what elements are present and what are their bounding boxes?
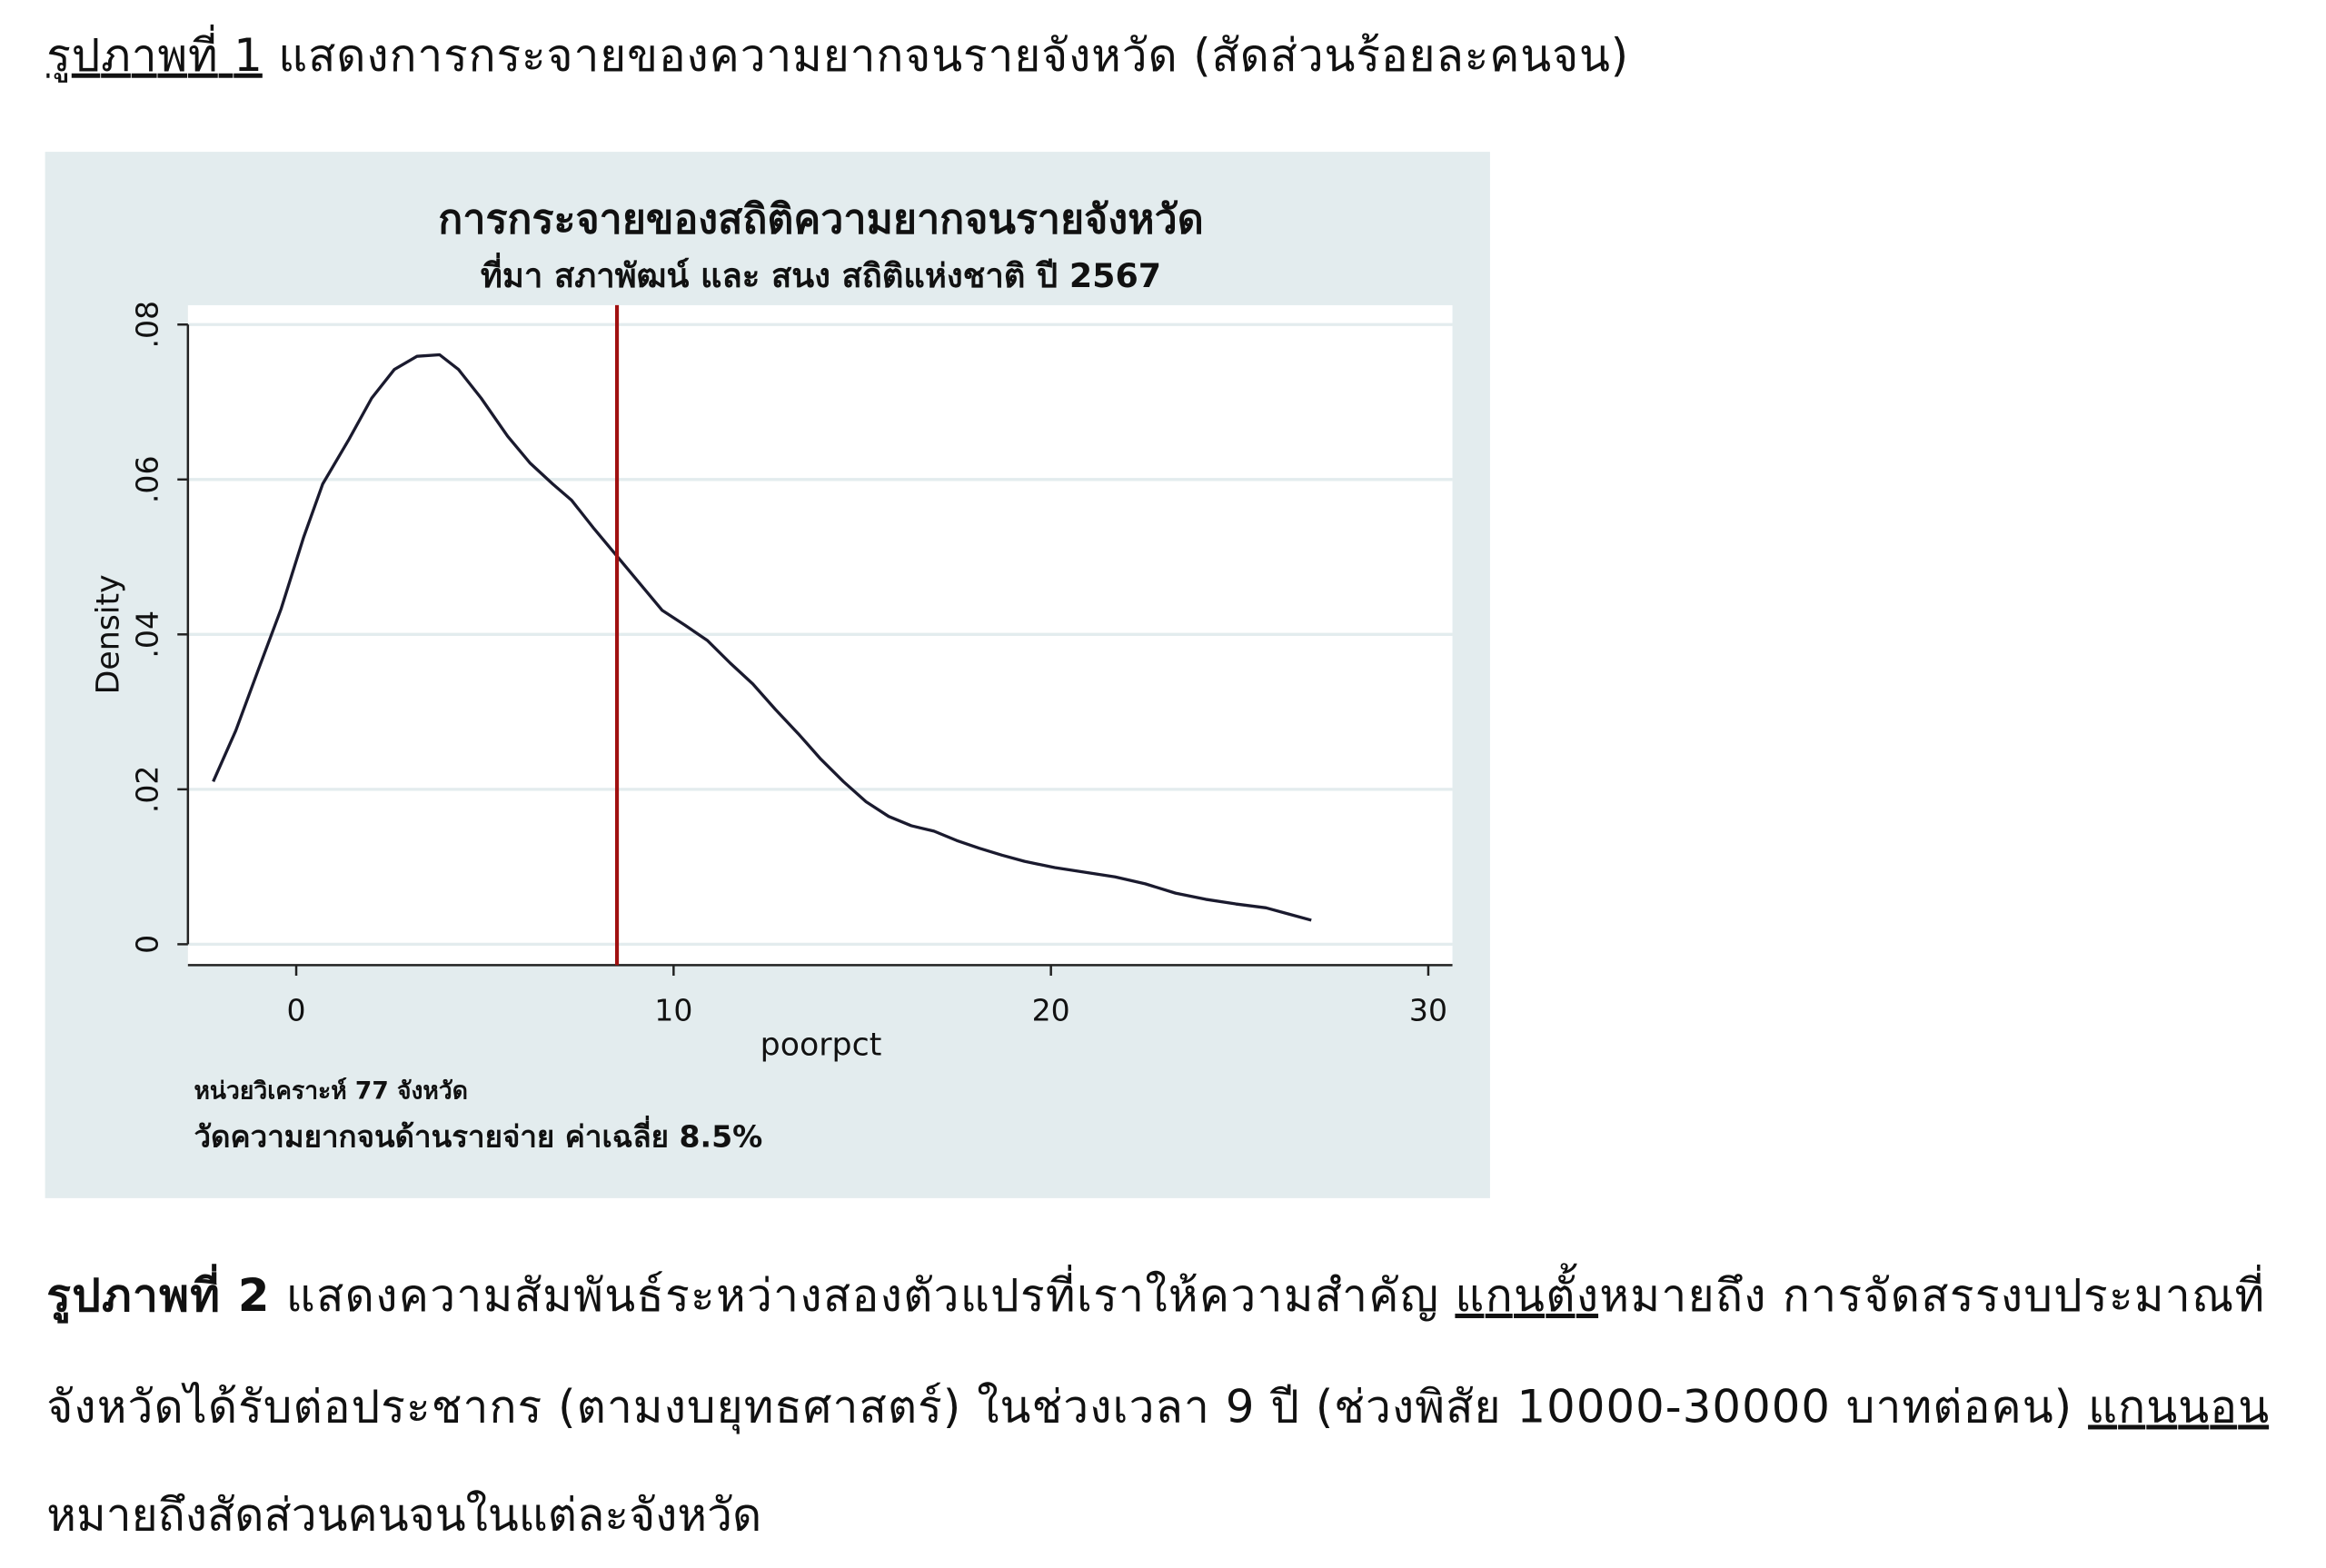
density-line <box>212 352 1312 922</box>
note: วัดความยากจนด้านรายจ่าย ค่าเฉลี่ย 8.5% <box>194 1116 762 1155</box>
chart-subtitle: ที่มา สภาพัฒน์ และ สนง สถิติแห่งชาติ ปี … <box>481 253 1161 295</box>
paragraph-text: หมายถึงสัดส่วนคนจนในแต่ละจังหวัด <box>46 1489 761 1542</box>
paragraph-text: แสดงความสัมพันธ์ระหว่างสองตัวแปรที่เราให… <box>286 1265 1454 1322</box>
figure-caption: รูปภาพที่ 1 แสดงการกระจายของความยากจนราย… <box>46 25 1628 83</box>
y-tick-label: .08 <box>130 301 165 349</box>
paragraph-line: รูปภาพที่ 2 แสดงความสัมพันธ์ระหว่างสองตั… <box>46 1263 2264 1324</box>
paragraph-line: จังหวัดได้รับต่อประชากร (ตามงบยุทธศาสตร์… <box>46 1380 2269 1434</box>
y-axis-label: Density <box>91 574 127 694</box>
y-tick-label: 0 <box>130 935 165 954</box>
y-tick-label: .04 <box>130 610 165 659</box>
caption-text: แสดงการกระจายของความยากจนรายจังหวัด (สัด… <box>278 29 1628 82</box>
note: หน่วยวิเคราะห์ 77 จังหวัด <box>194 1077 467 1106</box>
paragraph-text: แกนนอน <box>2088 1380 2269 1433</box>
paragraph-text: หมายถึง การจัดสรรงบประมาณที่ <box>1599 1265 2264 1322</box>
x-tick-label: 10 <box>654 993 692 1028</box>
paragraph-text: จังหวัดได้รับต่อประชากร (ตามงบยุทธศาสตร์… <box>46 1380 2087 1434</box>
paragraph-label: รูปภาพที่ 2 <box>46 1264 269 1324</box>
y-tick-label: .02 <box>130 766 165 814</box>
x-axis-label: poorpct <box>760 1027 882 1064</box>
caption-label: รูปภาพที่ 1 <box>46 25 263 83</box>
x-tick-label: 20 <box>1032 993 1070 1028</box>
x-tick-label: 30 <box>1409 993 1447 1028</box>
paragraph-text: แกนตั้ง <box>1455 1263 1598 1322</box>
x-tick-label: 0 <box>287 993 306 1028</box>
chart-title: การกระจายของสถิติความยากจนรายจังหวัด <box>438 196 1203 243</box>
y-tick-label: .06 <box>130 455 165 503</box>
paragraph-line: หมายถึงสัดส่วนคนจนในแต่ละจังหวัด <box>46 1489 761 1542</box>
